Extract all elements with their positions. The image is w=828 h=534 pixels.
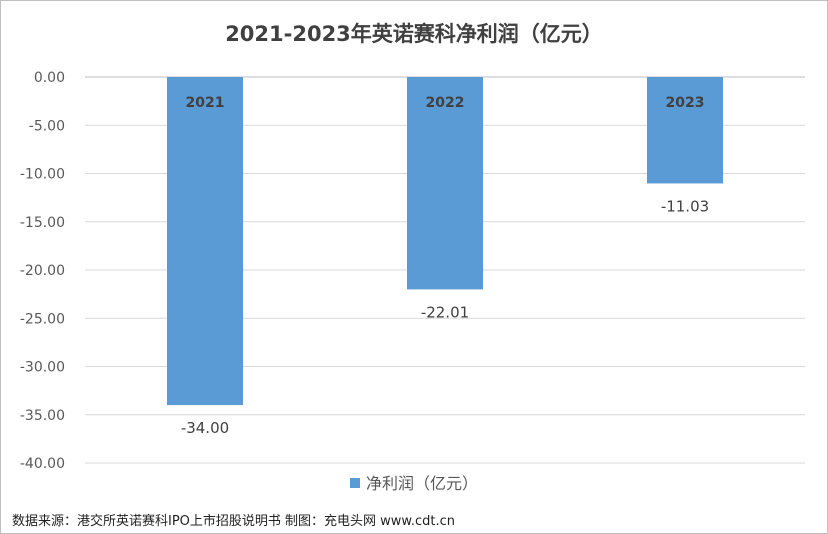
bar [167, 77, 243, 406]
y-tick-label: -30.00 [20, 360, 65, 376]
source-note: 数据来源：港交所英诺赛科IPO上市招股说明书 制图：充电头网 www.cdt.c… [12, 514, 456, 529]
chart-title: 2021-2023年英诺赛科净利润（亿元） [225, 22, 603, 46]
y-tick-label: -25.00 [20, 311, 65, 327]
legend-label: 净利润（亿元） [365, 474, 478, 493]
data-label: -22.01 [421, 303, 469, 321]
y-tick-label: -5.00 [29, 118, 65, 134]
category-label: 2021 [186, 95, 225, 111]
legend: 净利润（亿元） [1, 470, 827, 494]
category-label: 2022 [426, 95, 465, 111]
y-tick-label: -10.00 [20, 167, 65, 183]
category-label: 2023 [666, 95, 705, 111]
y-tick-label: 0.00 [34, 70, 65, 86]
y-tick-label: -20.00 [20, 263, 65, 279]
bar [647, 77, 723, 184]
legend-swatch [349, 477, 360, 488]
data-label: -11.03 [661, 197, 709, 215]
y-tick-label: -35.00 [20, 408, 65, 424]
y-tick-label: -15.00 [20, 215, 65, 231]
y-tick-label: -40.00 [20, 456, 65, 472]
data-label: -34.00 [181, 419, 229, 437]
bar [407, 77, 483, 290]
